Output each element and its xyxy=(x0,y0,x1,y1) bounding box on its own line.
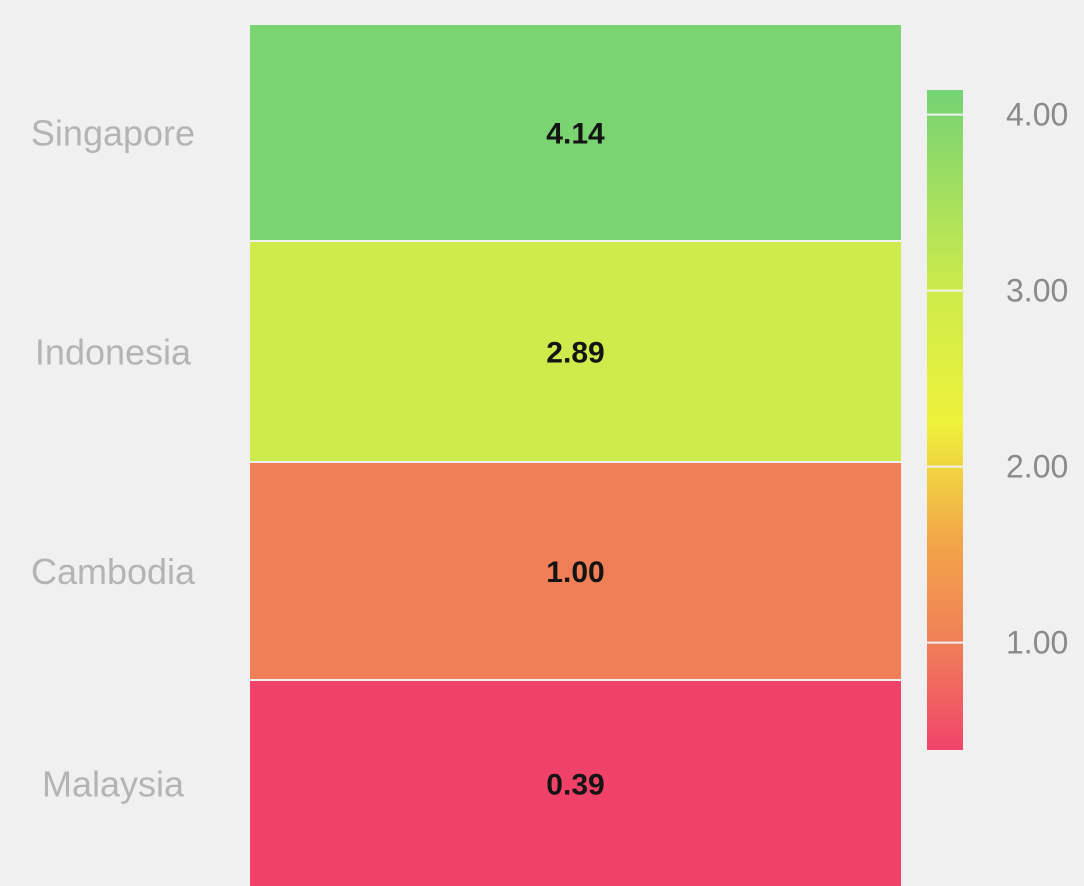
heatmap-cell-singapore xyxy=(250,25,901,240)
colorbar-tick-label: 3.00 xyxy=(1006,273,1068,309)
colorbar-tick-label: 4.00 xyxy=(1006,97,1068,133)
heatmap-cell-cambodia xyxy=(250,463,901,679)
row-label-cambodia: Cambodia xyxy=(31,551,196,592)
colorbar-tick-label: 1.00 xyxy=(1006,625,1068,661)
heatmap-cell-malaysia xyxy=(250,681,901,886)
cell-value-label-cambodia: 1.00 xyxy=(546,556,604,589)
row-labels: Singapore Indonesia Cambodia Malaysia xyxy=(31,113,196,805)
colorbar-tick-label: 2.00 xyxy=(1006,449,1068,485)
cell-value-label-singapore: 4.14 xyxy=(546,118,605,151)
cell-value-label-indonesia: 2.89 xyxy=(546,337,604,370)
row-label-malaysia: Malaysia xyxy=(42,764,185,805)
row-label-singapore: Singapore xyxy=(31,113,195,154)
heatmap-cells: 4.14 2.89 1.00 0.39 xyxy=(250,25,901,886)
colorbar-gradient-bar xyxy=(927,90,963,750)
heatmap-cell-indonesia xyxy=(250,242,901,461)
row-label-indonesia: Indonesia xyxy=(35,332,192,373)
cell-value-label-malaysia: 0.39 xyxy=(546,769,604,802)
colorbar: 4.00 3.00 2.00 1.00 xyxy=(927,90,1068,750)
